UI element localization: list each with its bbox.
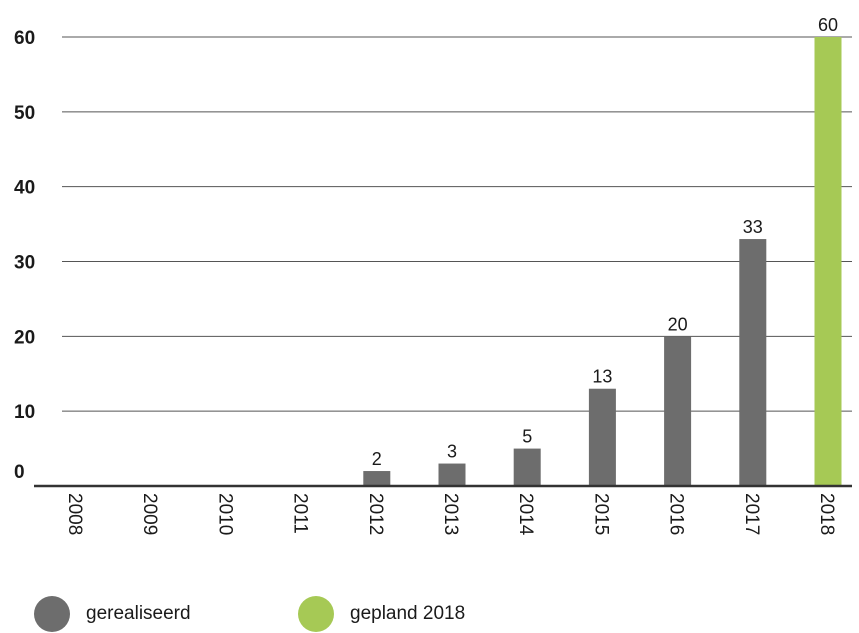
y-tick-label-50: 50: [14, 103, 35, 124]
data-label-2012: 2: [372, 449, 382, 469]
legend-label-planned: gepland 2018: [350, 603, 466, 624]
y-tick-label-60: 60: [14, 28, 35, 49]
legend-item-planned: gepland 2018: [298, 595, 465, 633]
data-label-2017: 33: [743, 217, 763, 237]
data-label-2018: 60: [818, 15, 838, 35]
y-tick-label-30: 30: [14, 253, 35, 274]
legend-label-realized: gerealiseerd: [86, 603, 191, 624]
x-tick-label-2011: 2011: [290, 493, 311, 534]
bar-2017: [739, 239, 767, 486]
x-tick-label-2010: 2010: [214, 493, 235, 535]
x-tick-label-2009: 2009: [139, 493, 160, 535]
x-tick-label-2017: 2017: [741, 493, 762, 535]
bar-2014: [513, 448, 541, 486]
gridlines: [62, 36, 852, 412]
data-label-2014: 5: [522, 427, 532, 447]
legend-item-realized: gerealiseerd: [34, 595, 191, 633]
x-tick-label-2012: 2012: [365, 493, 386, 535]
y-tick-label-40: 40: [14, 178, 35, 199]
legend-swatch-planned: [298, 596, 334, 632]
bar-2016: [664, 336, 692, 486]
bar-2013: [438, 463, 466, 486]
y-tick-label-0: 0: [14, 462, 25, 483]
bar-2018: [814, 37, 842, 486]
x-tick-label-2016: 2016: [666, 493, 687, 535]
x-tick-label-2015: 2015: [590, 493, 611, 535]
y-tick-label-10: 10: [14, 402, 35, 423]
x-tick-label-2008: 2008: [64, 493, 85, 535]
x-tick-label-2013: 2013: [440, 493, 461, 535]
x-axis-tick-labels: 2008 2009 2010 2011 2012 2013 2014 2015 2016 2017…: [64, 493, 837, 536]
data-label-2013: 3: [447, 442, 457, 462]
data-labels: 2 3 5 13 20 33 60: [372, 15, 838, 469]
y-axis-tick-labels: 0 10 20 30 40 50 60: [14, 28, 35, 483]
legend-swatch-realized: [34, 596, 70, 632]
bars: [363, 37, 842, 486]
bar-2015: [588, 388, 616, 486]
legend: gerealiseerd gepland 2018: [0, 595, 859, 633]
data-label-2016: 20: [668, 314, 688, 334]
y-tick-label-20: 20: [14, 327, 35, 348]
bar-2012: [363, 471, 391, 486]
x-tick-label-2018: 2018: [816, 493, 837, 535]
x-tick-label-2014: 2014: [515, 493, 536, 536]
data-label-2015: 13: [592, 367, 612, 387]
